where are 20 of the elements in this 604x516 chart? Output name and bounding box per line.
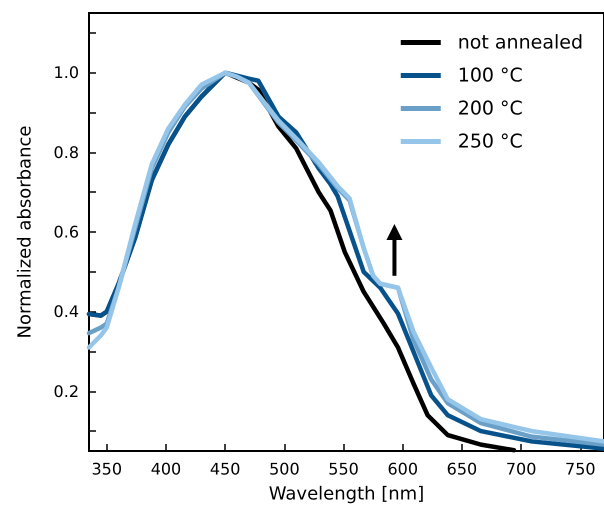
x-tick-label: 650	[446, 460, 478, 478]
legend-label: 100 °C	[458, 64, 523, 86]
x-tick-label: 450	[210, 460, 240, 478]
x-tick-label: 700	[506, 460, 536, 478]
y-tick-label: 0.6	[54, 222, 79, 242]
x-tick-label: 500	[269, 460, 300, 478]
y-tick-label: 0.4	[54, 302, 79, 322]
legend-label: 200 °C	[458, 98, 523, 120]
y-axis-title: Normalized absorbance	[14, 126, 36, 338]
x-tick-label: 600	[387, 460, 418, 478]
legend-label: not annealed	[458, 32, 584, 54]
x-tick-label: 550	[328, 460, 359, 478]
y-tick-label: 1.0	[54, 63, 79, 82]
x-axis-title: Wavelength [nm]	[268, 484, 424, 504]
x-tick-label: 750	[565, 460, 596, 478]
y-tick-label: 0.8	[54, 142, 79, 162]
x-tick-label: 400	[150, 460, 182, 478]
x-tick-label: 350	[91, 460, 122, 478]
y-tick-label: 0.2	[54, 382, 79, 401]
legend-label: 250 °C	[458, 130, 523, 152]
